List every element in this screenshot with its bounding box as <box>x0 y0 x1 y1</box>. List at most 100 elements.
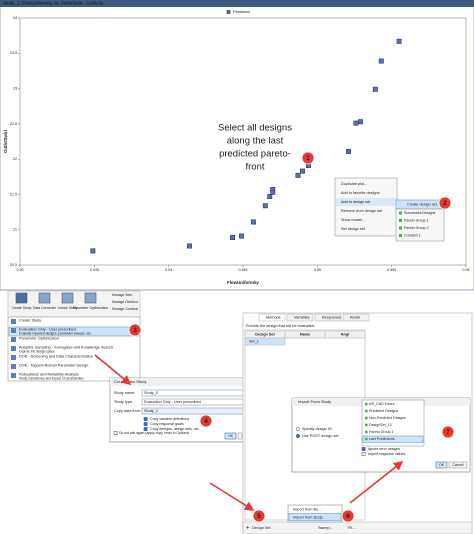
field-value: Evaluation Only - User prescribed <box>144 400 201 404</box>
design-point[interactable] <box>396 38 402 44</box>
tab[interactable] <box>342 313 370 322</box>
cancel-button[interactable] <box>448 461 468 469</box>
set-item: Non-Predicted Designs <box>369 416 406 420</box>
annotation: front <box>245 162 264 173</box>
menu-icon <box>11 364 16 369</box>
tab[interactable] <box>286 313 314 322</box>
design-point[interactable] <box>239 233 244 239</box>
field-value: Study_1 <box>144 409 158 413</box>
checkbox[interactable] <box>361 452 366 456</box>
design-point[interactable] <box>357 119 363 125</box>
menu-icon <box>11 337 16 342</box>
menu-item: Show model... <box>341 218 365 222</box>
toolbar-icon[interactable] <box>84 292 97 304</box>
design-point[interactable] <box>378 58 384 64</box>
radio[interactable] <box>295 426 301 432</box>
y-axis-label: OutletSwirl <box>3 130 8 153</box>
y-tick-label: 21.5 <box>10 192 17 196</box>
column-header-label: Name <box>300 333 310 337</box>
design-point[interactable] <box>270 189 276 195</box>
menu-item: Set design set <box>341 227 366 231</box>
menu-item: Duplicate plot... <box>341 182 367 186</box>
field-label: Copy data from: <box>114 409 141 413</box>
design-point[interactable] <box>230 235 236 240</box>
popup-item: Import from study... <box>293 516 325 520</box>
check-label: Import response values <box>368 452 406 456</box>
step-badge <box>199 414 213 428</box>
ok-button[interactable] <box>435 461 448 469</box>
ok-button-label: OK <box>228 434 234 438</box>
set-icon <box>399 211 402 215</box>
design-set-item: Successful Designs <box>404 211 436 215</box>
do-not-ask: Do not ask again (apply copy, reset in O… <box>119 431 189 435</box>
context-menu <box>334 177 398 237</box>
design-point[interactable] <box>353 120 359 126</box>
study-menu-desc: Study consistency and impact of uncertai… <box>19 376 84 380</box>
x-tick-label: 0.93 <box>17 268 24 272</box>
study-menu-desc: Evaluate imported designs, parameter swe… <box>19 331 92 335</box>
design-set-item: Pareto Group 2 <box>404 226 429 230</box>
step-number: 6 <box>346 513 350 520</box>
toolbar-button: Create Study <box>12 306 32 310</box>
field-box[interactable] <box>141 407 253 415</box>
x-tick-label: 0.935 <box>90 268 99 272</box>
radio-label: Use POST design set: <box>302 434 340 438</box>
study-menu-item: Adaptive Sampling - Surrogates and Knowl… <box>19 346 113 350</box>
menu-icon <box>11 373 16 378</box>
toolbar-side-button: Manage Distribut <box>112 300 138 304</box>
field-label: Study name: <box>114 391 135 395</box>
design-point[interactable] <box>90 248 96 254</box>
study-menu-item: Robustness and Reliability Analysis <box>19 373 79 377</box>
tab[interactable] <box>314 313 342 322</box>
design-point[interactable] <box>250 219 256 225</box>
tab-label: Methods <box>266 316 281 320</box>
step-number: 4 <box>204 418 208 425</box>
tab[interactable] <box>258 313 286 322</box>
checkbox[interactable] <box>143 422 148 426</box>
red-arrow <box>349 461 404 504</box>
set-item: Last Predictions <box>369 437 395 441</box>
checkbox[interactable] <box>361 447 366 451</box>
y-tick-label: 23 <box>13 87 17 91</box>
design-point[interactable] <box>262 203 268 209</box>
set-icon <box>399 234 402 237</box>
design-point[interactable] <box>267 194 273 199</box>
popup-hover[interactable] <box>288 513 342 521</box>
menu-icon <box>11 328 16 333</box>
checkbox[interactable] <box>113 431 118 435</box>
tab-label: Relati <box>350 316 360 320</box>
toolbar-icon[interactable] <box>15 292 28 304</box>
field-value: Study_5 <box>144 391 158 395</box>
design-point[interactable] <box>300 168 305 174</box>
study-menu-desc: Explore the design space <box>19 349 55 353</box>
design-point[interactable] <box>346 148 352 154</box>
ok-button[interactable] <box>224 432 237 440</box>
design-point[interactable] <box>372 86 378 92</box>
checkbox[interactable] <box>143 417 148 421</box>
radio[interactable] <box>295 433 301 439</box>
toolbar-icon[interactable] <box>38 292 51 304</box>
menu-item: Add to design set <box>341 200 371 204</box>
toolbar-icon[interactable] <box>61 292 74 304</box>
step-badge <box>301 151 315 165</box>
design-point[interactable] <box>187 243 192 249</box>
submenu-item: Create design set... <box>407 203 440 207</box>
legend-label: Predicted <box>233 9 250 14</box>
set-icon <box>399 226 402 230</box>
menu-hover <box>336 198 396 206</box>
check-label: Ignore error designs <box>368 447 400 451</box>
step-badge <box>341 509 355 523</box>
list-selection[interactable] <box>362 435 424 443</box>
checkbox[interactable] <box>143 427 148 431</box>
bottom-bar <box>242 521 473 534</box>
annotation: along the last <box>227 136 284 147</box>
design-point[interactable] <box>295 172 301 178</box>
toolbar-side-button: Manage Constrai <box>112 307 138 311</box>
set-item: Predicted Designs <box>369 409 398 413</box>
dialog-title-bar <box>110 378 265 386</box>
field-box[interactable] <box>141 389 253 397</box>
set-icon <box>365 437 368 441</box>
row[interactable] <box>244 337 286 346</box>
